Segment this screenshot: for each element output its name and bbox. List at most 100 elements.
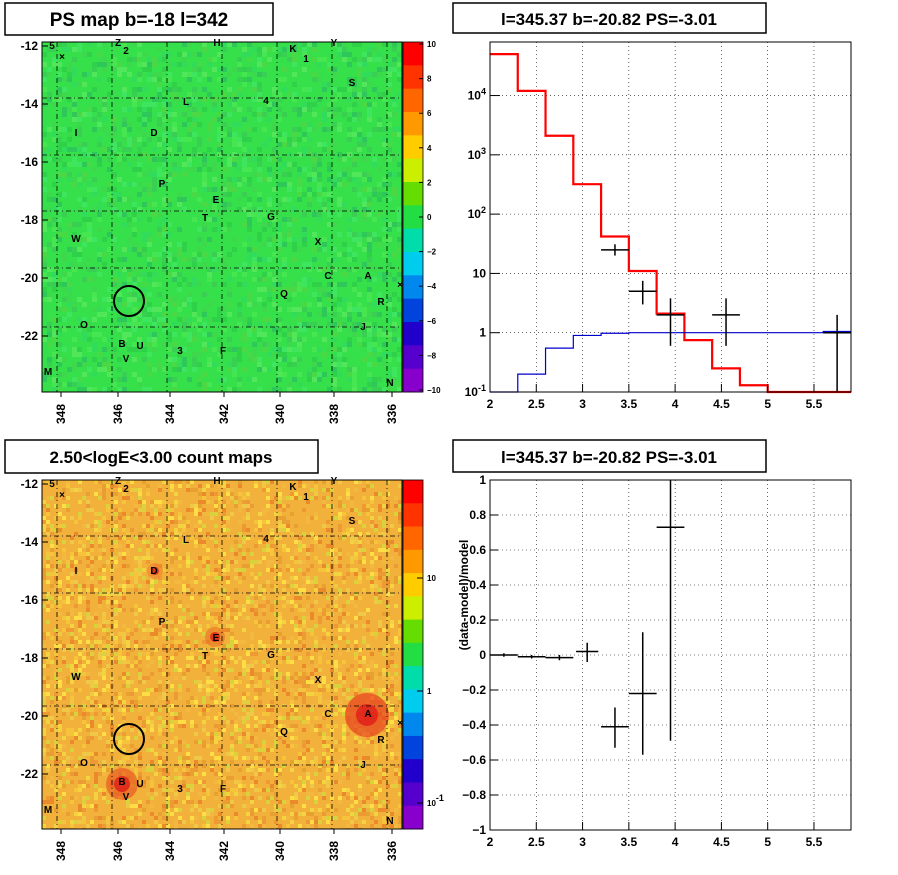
map-pixel [386,600,390,604]
map-pixel [46,596,50,600]
map-pixel [330,712,334,716]
map-pixel [202,172,207,177]
map-pixel [182,277,187,282]
map-pixel [272,217,277,222]
map-pixel [192,307,197,312]
map-pixel [246,500,250,504]
map-pixel [102,652,106,656]
map-pixel [67,282,72,287]
map-pixel [146,656,150,660]
map-pixel [294,648,298,652]
map-pixel [110,604,114,608]
map-pixel [317,162,322,167]
map-pixel [187,262,192,267]
map-pixel [232,272,237,277]
map-pixel [378,508,382,512]
map-pixel [58,728,62,732]
map-pixel [107,272,112,277]
map-pixel [192,187,197,192]
map-pixel [238,520,242,524]
map-pixel [270,608,274,612]
map-pixel [327,347,332,352]
map-pixel [267,287,272,292]
map-pixel [162,172,167,177]
map-pixel [174,596,178,600]
map-pixel [287,182,292,187]
map-pixel [198,648,202,652]
map-pixel [370,548,374,552]
map-pixel [157,142,162,147]
map-pixel [197,332,202,337]
map-pixel [272,127,277,132]
map-pixel [172,87,177,92]
map-pixel [202,708,206,712]
map-pixel [362,520,366,524]
map-pixel [107,157,112,162]
map-pixel [162,312,167,317]
map-pixel [357,342,362,347]
map-pixel [310,496,314,500]
map-pixel [312,332,317,337]
map-pixel [107,232,112,237]
map-pixel [174,528,178,532]
map-pixel [312,357,317,362]
map-pixel [266,568,270,572]
map-pixel [277,202,282,207]
source-label: U [136,341,143,352]
map-pixel [297,177,302,182]
map-pixel [57,92,62,97]
map-pixel [150,588,154,592]
map-pixel [227,182,232,187]
map-pixel [292,257,297,262]
map-pixel [370,688,374,692]
map-pixel [347,252,352,257]
map-pixel [354,572,358,576]
y-tick-label: 10 [473,266,487,280]
map-pixel [117,322,122,327]
map-pixel [266,564,270,568]
source-label: J [360,322,366,333]
map-pixel [382,362,387,367]
map-pixel [122,117,127,122]
map-pixel [102,262,107,267]
map-pixel [314,588,318,592]
map-pixel [246,616,250,620]
map-pixel [394,636,398,640]
map-pixel [137,297,142,302]
map-pixel [106,720,110,724]
map-pixel [137,172,142,177]
map-pixel [277,212,282,217]
map-pixel [42,716,46,720]
map-pixel [217,157,222,162]
map-pixel [122,322,127,327]
map-pixel [302,137,307,142]
map-pixel [186,556,190,560]
map-pixel [158,628,162,632]
map-pixel [227,112,232,117]
map-pixel [397,162,402,167]
map-pixel [97,157,102,162]
map-pixel [326,488,330,492]
map-pixel [362,187,367,192]
map-pixel [367,342,372,347]
map-pixel [86,640,90,644]
map-pixel [192,167,197,172]
map-pixel [134,508,138,512]
map-pixel [226,660,230,664]
map-pixel [394,708,398,712]
map-pixel [387,162,392,167]
map-pixel [342,207,347,212]
map-pixel [94,512,98,516]
map-pixel [297,287,302,292]
map-pixel [367,362,372,367]
map-pixel [258,572,262,576]
map-pixel [70,608,74,612]
map-pixel [202,668,206,672]
map-pixel [90,720,94,724]
map-pixel [322,636,326,640]
map-pixel [314,556,318,560]
map-pixel [94,700,98,704]
map-pixel [94,704,98,708]
map-pixel [302,536,306,540]
map-pixel [322,676,326,680]
